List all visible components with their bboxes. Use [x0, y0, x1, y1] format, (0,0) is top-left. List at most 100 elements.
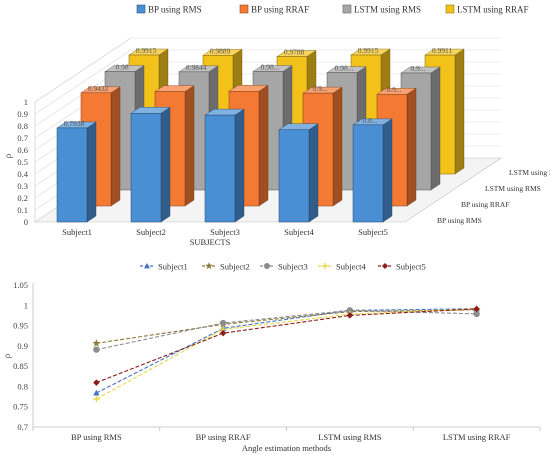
- x-tick-label: Subject4: [284, 227, 314, 237]
- series-subject3: [93, 307, 480, 353]
- bar-data-label: 0.9432: [88, 84, 109, 93]
- bar-data-label: 0.9844: [186, 63, 207, 72]
- y-tick-label: 0.6: [17, 145, 28, 155]
- legend-item: LSTM using RMS: [342, 4, 421, 15]
- bar-side: [430, 66, 441, 191]
- bar-front: [204, 114, 236, 223]
- line-legend: Subject1 Subject2 Subject3 Subject4 Subject5: [140, 262, 426, 272]
- bar-chart-3d: BP using RMS BP using RRAF LSTM using RMS L…: [3, 4, 550, 248]
- bar-data-label: 0.9915: [358, 46, 379, 55]
- y-tick-label: 0.95: [13, 321, 28, 331]
- bar-data-label: 0.9889: [210, 46, 231, 55]
- data-point: [219, 329, 227, 337]
- data-point: [473, 305, 480, 313]
- legend-label: LSTM using RRAF: [457, 5, 529, 15]
- gridline: [34, 37, 501, 103]
- x-axis-title: Angle estimation methods: [242, 443, 331, 453]
- series-subject5: [93, 305, 480, 386]
- y-tick-label: 0.8: [17, 381, 28, 391]
- legend-swatch: [239, 4, 249, 14]
- legend-item: BP using RMS: [136, 5, 202, 15]
- bar-front: [130, 113, 162, 223]
- line-chart: Subject1 Subject2 Subject3 Subject4 Subject5…: [2, 262, 541, 453]
- bar-data-label: 0.9...: [387, 85, 402, 94]
- y-tick-label: 0.75: [13, 402, 28, 412]
- legend-label: BP using RRAF: [251, 5, 309, 15]
- y-tick-label: 0.5: [17, 157, 28, 167]
- data-point: [264, 263, 270, 269]
- bar: [278, 123, 319, 223]
- bar-side: [110, 86, 121, 207]
- bar: 0.8...: [352, 116, 393, 223]
- depth-label: LSTM using RRAF: [509, 168, 550, 177]
- bar: 0.7838: [56, 119, 97, 223]
- bar-legend: BP using RMS BP using RRAF LSTM using RMS L…: [136, 4, 529, 15]
- legend-item: BP using RRAF: [239, 4, 309, 15]
- bar: [204, 108, 245, 223]
- y-tick-label: 0.9: [17, 341, 28, 351]
- y-tick-label: 0.4: [17, 169, 28, 179]
- x-tick-label: LSTM using RMS: [318, 432, 382, 442]
- bar-side: [332, 86, 343, 207]
- y-tick-label: 0: [24, 217, 28, 227]
- legend-label: LSTM using RMS: [354, 5, 421, 15]
- series-subject4: [93, 305, 480, 403]
- data-point: [473, 310, 480, 318]
- bar-front: [278, 129, 310, 223]
- bar-side: [86, 121, 97, 223]
- bar-side: [234, 108, 245, 223]
- bar-data-label: 0.9788: [284, 48, 305, 57]
- depth-label: BP using RMS: [437, 216, 482, 225]
- y-tick-label: 0.85: [13, 361, 28, 371]
- series-line: [96, 309, 477, 351]
- y-tick-label: 0.1: [17, 205, 28, 215]
- bar-side: [258, 84, 269, 207]
- bar-data-label: 0.8...: [363, 116, 378, 125]
- legend-item: Subject5: [378, 262, 426, 272]
- legend-label: Subject4: [336, 262, 366, 272]
- bar-side: [184, 85, 195, 207]
- y-tick-label: 1: [24, 97, 28, 107]
- y-tick-label: 0.7: [17, 133, 28, 143]
- data-point: [93, 379, 100, 386]
- bar-data-label: 0.98: [115, 63, 128, 72]
- legend-label: Subject1: [158, 262, 188, 272]
- data-point: [219, 319, 227, 327]
- legend-item: Subject1: [140, 262, 188, 272]
- y-axis-title: ρ: [2, 353, 12, 358]
- bar-side: [160, 106, 171, 223]
- bar: [130, 106, 171, 223]
- x-tick-label: LSTM using RRAF: [443, 432, 511, 442]
- bar-front: [352, 124, 384, 223]
- series-line: [96, 309, 477, 344]
- legend-item: Subject4: [318, 262, 366, 272]
- x-tick-label: Subject2: [136, 227, 166, 237]
- data-point: [93, 395, 100, 403]
- y-tick-label: 0.8: [17, 121, 28, 131]
- depth-label: LSTM using RMS: [485, 184, 541, 193]
- x-tick-label: Subject3: [210, 227, 240, 237]
- y-tick-label: 0.9: [17, 109, 28, 119]
- bar-side: [454, 48, 465, 175]
- legend-label: Subject3: [278, 262, 308, 272]
- y-axis-title: ρ: [3, 153, 13, 158]
- x-tick-label: Subject5: [358, 227, 388, 237]
- legend-swatch: [342, 4, 352, 14]
- bar-data-label: 0.9...: [411, 64, 426, 73]
- series-line: [96, 308, 477, 394]
- bar-data-label: 0.9915: [136, 46, 157, 55]
- depth-labels: BP using RMS BP using RRAF LSTM using RMS L…: [437, 168, 550, 225]
- y-tick-label: 1: [24, 300, 28, 310]
- y-tick-label: 0.7: [17, 422, 28, 432]
- data-point: [93, 346, 100, 353]
- legend-label: Subject2: [220, 262, 250, 272]
- bar-data-label: 0.98...: [335, 64, 354, 73]
- data-point: [92, 339, 101, 347]
- series-subject1: [93, 305, 480, 396]
- data-point: [346, 307, 354, 314]
- data-point: [322, 263, 328, 269]
- y-tick-label: 0.2: [17, 193, 28, 203]
- legend-swatch: [445, 4, 455, 14]
- bar-front: [56, 127, 88, 223]
